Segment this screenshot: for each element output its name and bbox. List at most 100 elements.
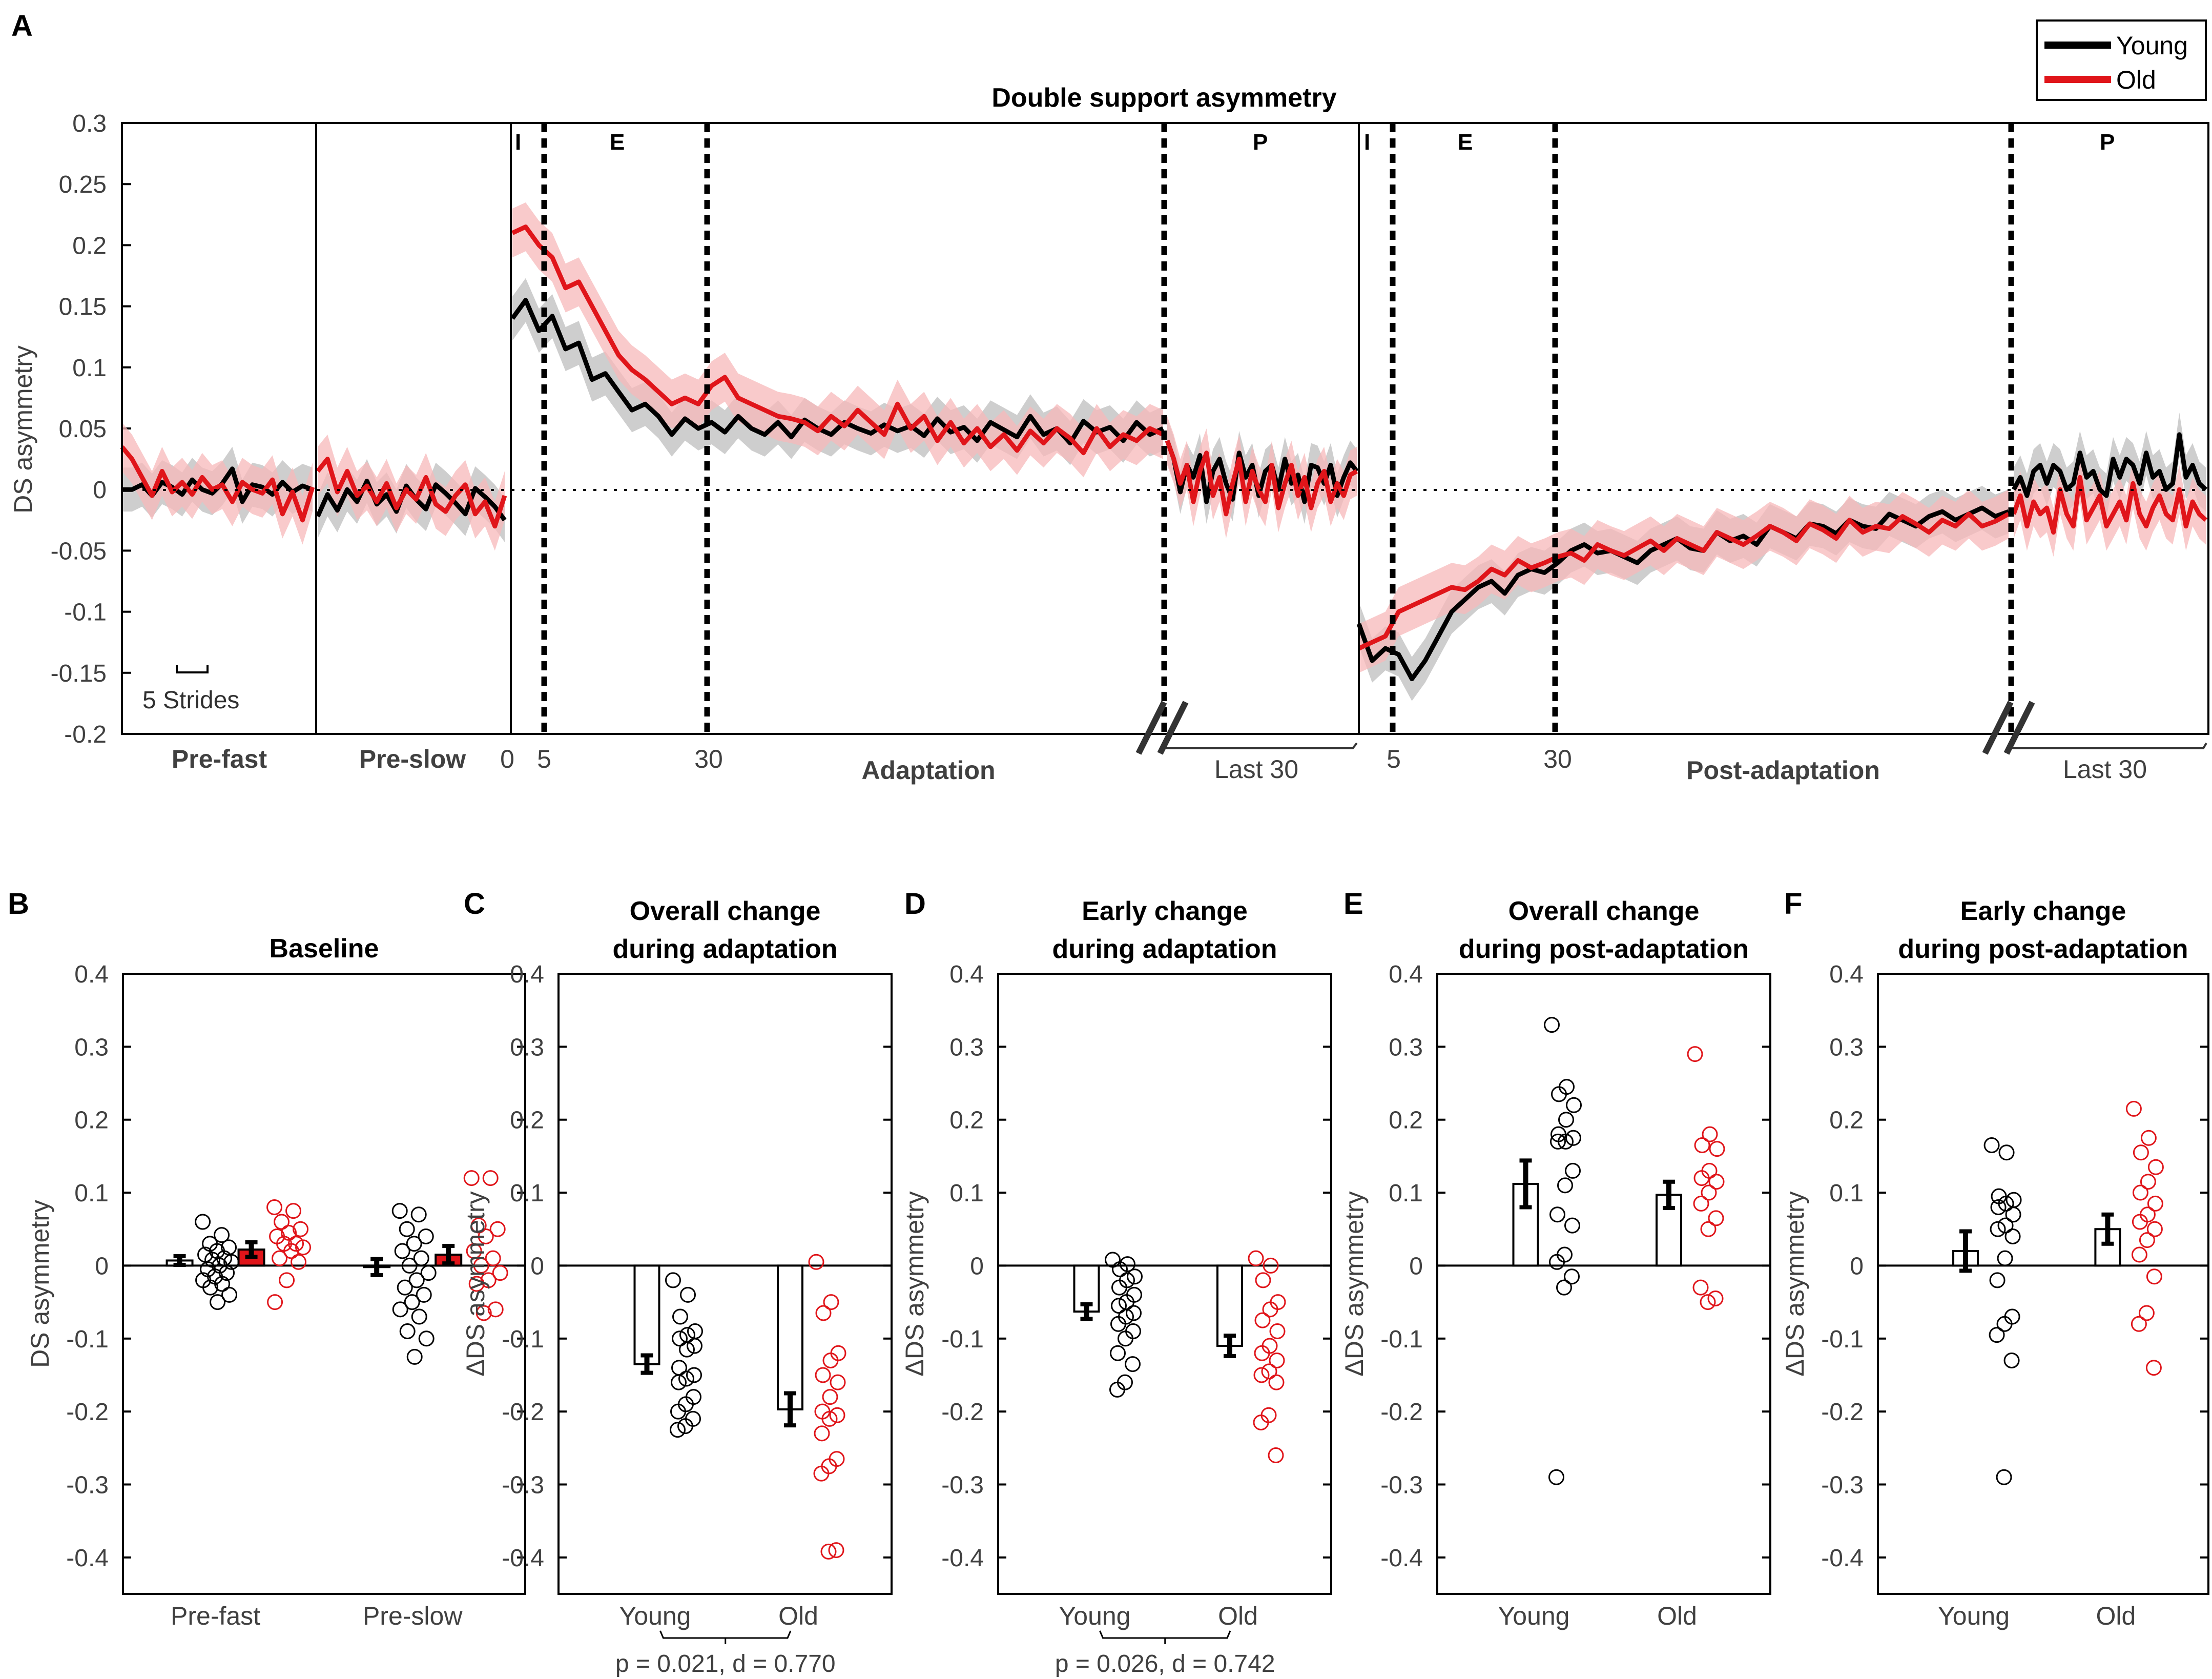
data-point-old xyxy=(2140,1174,2156,1190)
bar-young xyxy=(1512,1182,1539,1267)
data-point-old xyxy=(828,1542,844,1559)
data-point-old xyxy=(267,1294,283,1311)
data-point-old xyxy=(2145,1360,2162,1376)
y-tick-label: 0 xyxy=(530,1253,544,1280)
data-point-old xyxy=(478,1228,494,1244)
data-point-young xyxy=(2004,1228,2021,1244)
data-point-old xyxy=(1694,1137,1710,1154)
y-tick-label: 0.3 xyxy=(510,1034,544,1061)
panel-title-line: during adaptation xyxy=(1052,934,1277,964)
data-point-old xyxy=(489,1221,506,1237)
panel-a-axes-frame-3 xyxy=(1358,122,2209,735)
data-point-young xyxy=(1997,1217,2014,1234)
line-old-pre_slow xyxy=(316,457,507,529)
panel-title-line: Overall change xyxy=(1508,896,1700,926)
data-point-old xyxy=(1269,1352,1285,1368)
data-point-young xyxy=(399,1221,415,1237)
data-point-young xyxy=(1125,1356,1141,1373)
significance-bracket xyxy=(1099,1630,1231,1639)
epoch-dividers xyxy=(541,123,2014,734)
y-tick-label: 0.1 xyxy=(1389,1180,1423,1207)
y-tick-label: 0 xyxy=(93,477,107,504)
data-point-old xyxy=(1700,1294,1716,1311)
epoch-marker-adapt-initial: I xyxy=(515,130,521,155)
y-tick-label: 0.1 xyxy=(74,1180,109,1207)
data-point-old xyxy=(820,1543,837,1560)
y-tick-label: 0 xyxy=(1409,1253,1423,1280)
y-tick-label: 0.2 xyxy=(949,1107,984,1134)
data-point-old xyxy=(2140,1130,2157,1146)
data-point-old xyxy=(2131,1246,2147,1263)
y-tick-label: 0.2 xyxy=(1829,1107,1864,1134)
data-point-young xyxy=(1110,1316,1126,1332)
data-point-old xyxy=(2146,1268,2162,1285)
data-point-young xyxy=(1996,1469,2012,1485)
data-point-young xyxy=(418,1228,434,1244)
data-point-old xyxy=(830,1374,846,1390)
y-tick-label: -0.3 xyxy=(941,1471,984,1499)
y-tick-label: 0.05 xyxy=(59,416,107,443)
data-point-old xyxy=(808,1254,824,1270)
data-point-young xyxy=(1564,1217,1580,1234)
data-point-young xyxy=(1109,1381,1125,1398)
data-point-old xyxy=(1708,1210,1724,1226)
y-tick-label: -0.3 xyxy=(1380,1471,1423,1499)
bar-old xyxy=(777,1264,803,1410)
y-tick-label: -0.2 xyxy=(941,1399,984,1426)
panel-a-axes-frame-0 xyxy=(121,122,317,735)
data-point-young xyxy=(671,1360,687,1376)
x-category-label: Young xyxy=(1938,1602,2010,1630)
data-point-young xyxy=(394,1243,410,1259)
y-tick-label: 0.3 xyxy=(74,1034,109,1061)
data-point-young xyxy=(1990,1199,2007,1216)
data-point-young xyxy=(686,1367,702,1383)
y-tick-label: -0.1 xyxy=(941,1326,984,1353)
x-tick-adapt-30: 30 xyxy=(694,745,723,773)
y-tick-label: 0.4 xyxy=(1389,961,1423,988)
panel-letter-c: C xyxy=(464,887,485,920)
data-point-old xyxy=(291,1254,307,1270)
y-tick-label: -0.05 xyxy=(51,538,107,565)
data-point-young xyxy=(1544,1017,1560,1033)
data-point-old xyxy=(2131,1316,2147,1332)
y-tick-label: -0.2 xyxy=(66,1399,109,1426)
x-category-label: Young xyxy=(1059,1602,1131,1630)
data-point-young xyxy=(687,1338,702,1354)
data-point-old xyxy=(1701,1184,1717,1201)
data-point-young xyxy=(399,1323,416,1340)
data-point-young xyxy=(406,1236,422,1252)
data-point-old xyxy=(1254,1312,1271,1328)
panel-f: F Early change during post-adaptation ΔDS a… xyxy=(1781,887,2209,1630)
data-point-young xyxy=(1549,1206,1565,1223)
panel-d: D Early change during adaptation ΔDS asymme… xyxy=(900,887,1332,1677)
data-point-young xyxy=(1550,1133,1566,1150)
data-point-young xyxy=(401,1257,418,1274)
data-point-young xyxy=(672,1308,688,1325)
last30-bracket-adaptation xyxy=(1162,740,1358,749)
data-point-old xyxy=(1687,1046,1703,1062)
data-point-old xyxy=(1262,1301,1278,1318)
panel-b: B Baseline DS asymmetry 0.4 0.3 0.2 0.1 0 -0.1 -0… xyxy=(8,887,526,1630)
x-category-label: Pre-slow xyxy=(363,1602,463,1630)
y-tick-label: 0.1 xyxy=(1829,1180,1864,1207)
y-tick-label: -0.1 xyxy=(1821,1326,1864,1353)
x-tick-adapt-last30: Last 30 xyxy=(1214,755,1298,784)
data-point-old xyxy=(463,1170,480,1186)
x-tick-post-last30: Last 30 xyxy=(2063,755,2147,784)
data-point-young xyxy=(420,1265,437,1281)
line-old-post_last30 xyxy=(2011,475,2208,535)
y-tick-label: 0.2 xyxy=(510,1107,544,1134)
data-point-young xyxy=(671,1374,687,1390)
data-point-young xyxy=(195,1214,211,1230)
data-point-young xyxy=(406,1348,423,1365)
y-tick-label: -0.3 xyxy=(66,1471,109,1499)
data-point-young xyxy=(1983,1137,2000,1154)
data-point-young xyxy=(1989,1272,2006,1288)
data-point-young xyxy=(2003,1352,2020,1368)
data-point-old xyxy=(1708,1174,1725,1190)
y-tick-label: 0.4 xyxy=(74,961,109,988)
data-point-young xyxy=(1126,1305,1142,1321)
legend-box xyxy=(2036,19,2207,101)
legend: Young Old xyxy=(2036,19,2207,101)
